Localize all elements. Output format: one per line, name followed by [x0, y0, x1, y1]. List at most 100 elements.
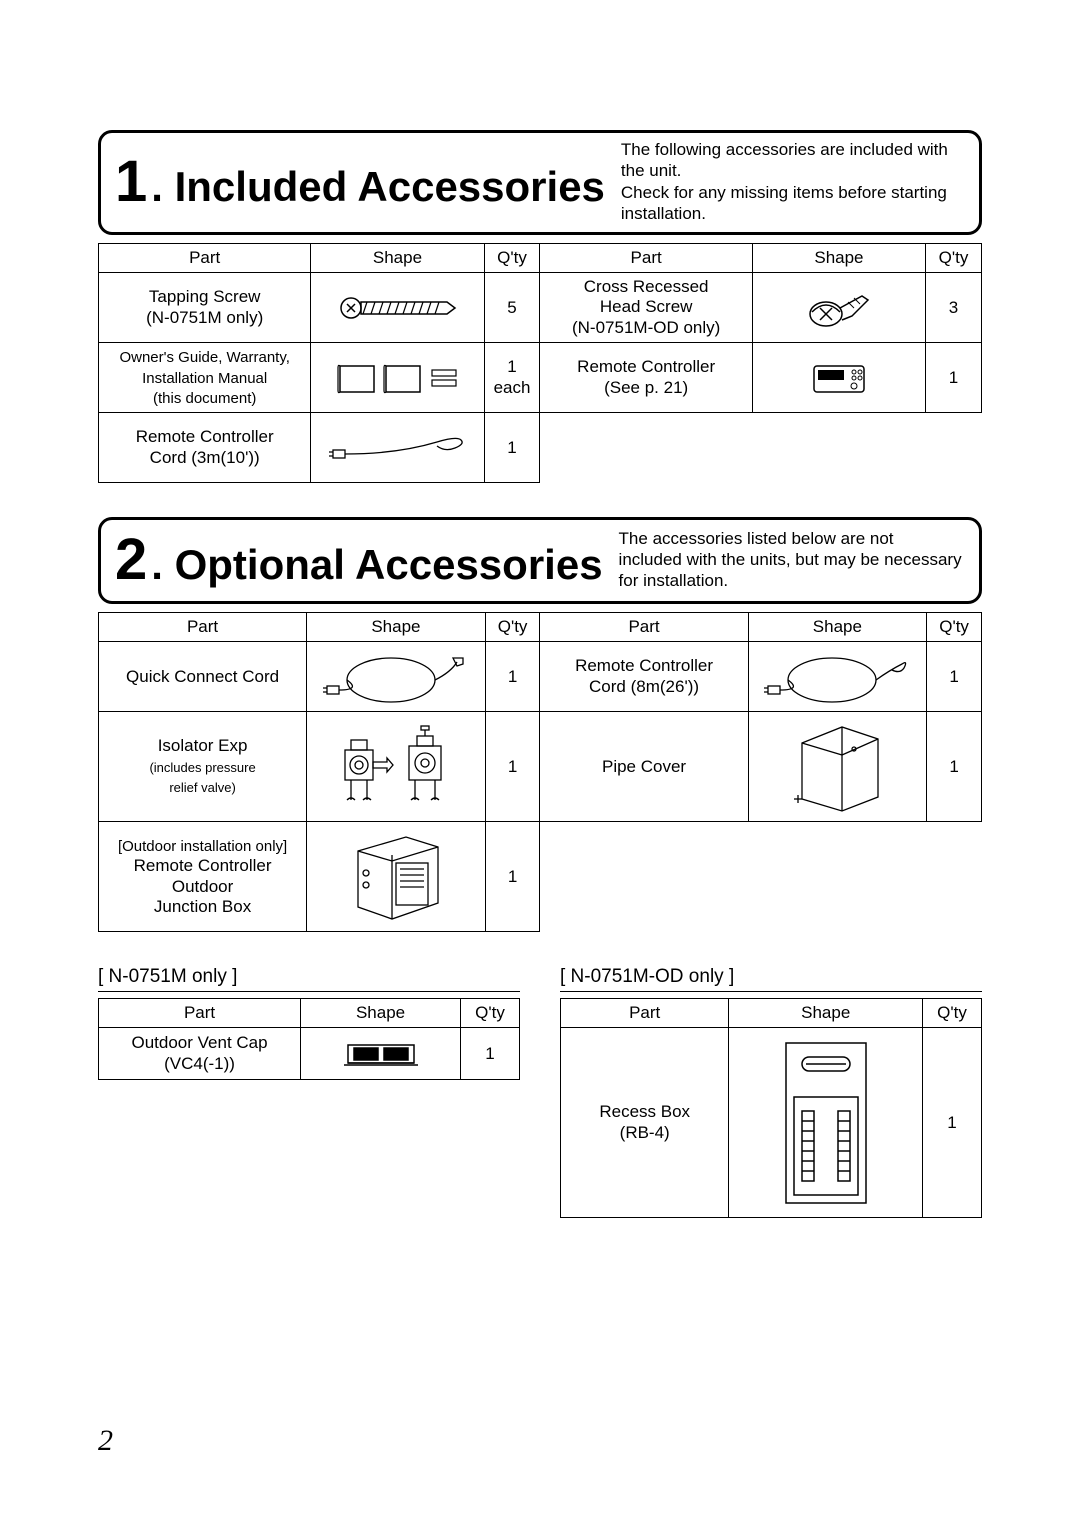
- text: relief valve): [169, 780, 235, 795]
- empty-cell: [540, 822, 748, 932]
- text: Recess Box: [599, 1102, 690, 1121]
- table-header-row: Part Shape Q'ty: [99, 999, 520, 1028]
- table-header-row: Part Shape Q'ty Part Shape Q'ty: [99, 244, 982, 273]
- text: (N-0751M-OD only): [572, 318, 720, 337]
- cell-qty: 5: [484, 273, 540, 343]
- table-row: Remote Controller Cord (3m(10')) 1: [99, 413, 982, 483]
- section2-desc: The accessories listed below are not inc…: [619, 528, 962, 592]
- cell-shape: [307, 642, 486, 712]
- th-part: Part: [540, 244, 752, 273]
- cell-qty: 3: [926, 273, 982, 343]
- text: Tapping Screw: [149, 287, 261, 306]
- th-part: Part: [540, 613, 748, 642]
- text: The accessories listed below are not: [619, 529, 894, 548]
- text: (RB-4): [620, 1123, 670, 1142]
- isolator-exp-icon: [321, 722, 471, 812]
- th-part: Part: [99, 999, 301, 1028]
- cell-qty: 1: [485, 712, 540, 822]
- th-shape: Shape: [301, 999, 461, 1028]
- section2-title: 2. Optional Accessories: [115, 526, 603, 593]
- cell-part: Quick Connect Cord: [99, 642, 307, 712]
- text: Check for any missing items before start…: [621, 183, 947, 223]
- sub-tables: [ N-0751M only ] Part Shape Q'ty Outdoor…: [98, 966, 982, 1252]
- section1-title-text: Included Accessories: [175, 163, 605, 210]
- table-row: [Outdoor installation only] Remote Contr…: [99, 822, 982, 932]
- th-shape: Shape: [307, 613, 486, 642]
- text: Installation Manual: [142, 370, 267, 387]
- cell-shape: [729, 1028, 923, 1218]
- cell-part: Cross Recessed Head Screw (N-0751M-OD on…: [540, 273, 752, 343]
- section1-title: 1. Included Accessories: [115, 148, 605, 215]
- text: for installation.: [619, 571, 729, 590]
- cell-shape: [752, 343, 925, 413]
- text: Outdoor Vent Cap: [131, 1033, 267, 1052]
- table-row: Isolator Exp (includes pressure relief v…: [99, 712, 982, 822]
- text: 1: [507, 357, 516, 376]
- cell-qty: 1: [461, 1028, 520, 1080]
- cell-part: Isolator Exp (includes pressure relief v…: [99, 712, 307, 822]
- dot: .: [151, 541, 163, 588]
- table-row: Recess Box (RB-4): [561, 1028, 982, 1218]
- quick-connect-cord-icon: [321, 650, 471, 704]
- text: Cross Recessed: [584, 277, 709, 296]
- sub2-wrap: [ N-0751M-OD only ] Part Shape Q'ty Rece…: [560, 966, 982, 1252]
- text: Cord (3m(10')): [150, 448, 260, 467]
- table-row: Owner's Guide, Warranty, Installation Ma…: [99, 343, 982, 413]
- th-shape: Shape: [748, 613, 927, 642]
- th-shape: Shape: [752, 244, 925, 273]
- th-qty: Q'ty: [927, 613, 982, 642]
- text: Cord (8m(26')): [589, 677, 699, 696]
- tapping-screw-icon: [337, 290, 457, 326]
- cell-shape: [748, 712, 927, 822]
- manuals-icon: [332, 356, 462, 400]
- th-qty: Q'ty: [461, 999, 520, 1028]
- text: Outdoor: [172, 877, 233, 896]
- text: Junction Box: [154, 897, 251, 916]
- table-header-row: Part Shape Q'ty: [561, 999, 982, 1028]
- text: Remote Controller: [134, 856, 272, 875]
- text: Head Screw: [600, 297, 693, 316]
- cell-part: Pipe Cover: [540, 712, 748, 822]
- cell-part: [Outdoor installation only] Remote Contr…: [99, 822, 307, 932]
- included-table: Part Shape Q'ty Part Shape Q'ty Tapping …: [98, 243, 982, 483]
- text: Isolator Exp: [158, 736, 248, 755]
- th-shape: Shape: [729, 999, 923, 1028]
- th-qty: Q'ty: [485, 613, 540, 642]
- sub1-table: Part Shape Q'ty Outdoor Vent Cap (VC4(-1…: [98, 998, 520, 1080]
- empty-cell: [540, 413, 752, 483]
- cell-part: Recess Box (RB-4): [561, 1028, 729, 1218]
- th-part: Part: [99, 613, 307, 642]
- empty-cell: [927, 822, 982, 932]
- cell-qty: 1: [485, 642, 540, 712]
- junction-box-icon: [336, 829, 456, 925]
- section2-num: 2: [115, 527, 147, 592]
- sub1-wrap: [ N-0751M only ] Part Shape Q'ty Outdoor…: [98, 966, 520, 1252]
- empty-cell: [752, 413, 925, 483]
- head-screw-icon: [804, 286, 874, 330]
- text: Remote Controller: [575, 656, 713, 675]
- cell-qty: 1: [926, 343, 982, 413]
- cell-qty: 1: [927, 712, 982, 822]
- cell-shape: [311, 343, 484, 413]
- remote-controller-icon: [804, 358, 874, 398]
- th-part: Part: [561, 999, 729, 1028]
- text: Owner's Guide, Warranty,: [119, 349, 289, 366]
- table-row: Tapping Screw (N-0751M only) 5 Cross Rec…: [99, 273, 982, 343]
- text: The following accessories are included w…: [621, 140, 948, 180]
- th-qty: Q'ty: [923, 999, 982, 1028]
- text: (VC4(-1)): [164, 1054, 235, 1073]
- cord-icon: [327, 430, 467, 466]
- cell-shape: [752, 273, 925, 343]
- cell-part: Tapping Screw (N-0751M only): [99, 273, 311, 343]
- cell-shape: [311, 413, 484, 483]
- text: (includes pressure: [149, 760, 255, 775]
- cord-long-icon: [762, 650, 912, 704]
- recess-box-icon: [766, 1033, 886, 1213]
- section2-header: 2. Optional Accessories The accessories …: [98, 517, 982, 604]
- optional-table: Part Shape Q'ty Part Shape Q'ty Quick Co…: [98, 612, 982, 932]
- table-row: Quick Connect Cord 1 Remote Controller C…: [99, 642, 982, 712]
- section1-num: 1: [115, 149, 147, 214]
- cell-qty: 1: [485, 822, 540, 932]
- cell-part: Remote Controller Cord (3m(10')): [99, 413, 311, 483]
- empty-cell: [926, 413, 982, 483]
